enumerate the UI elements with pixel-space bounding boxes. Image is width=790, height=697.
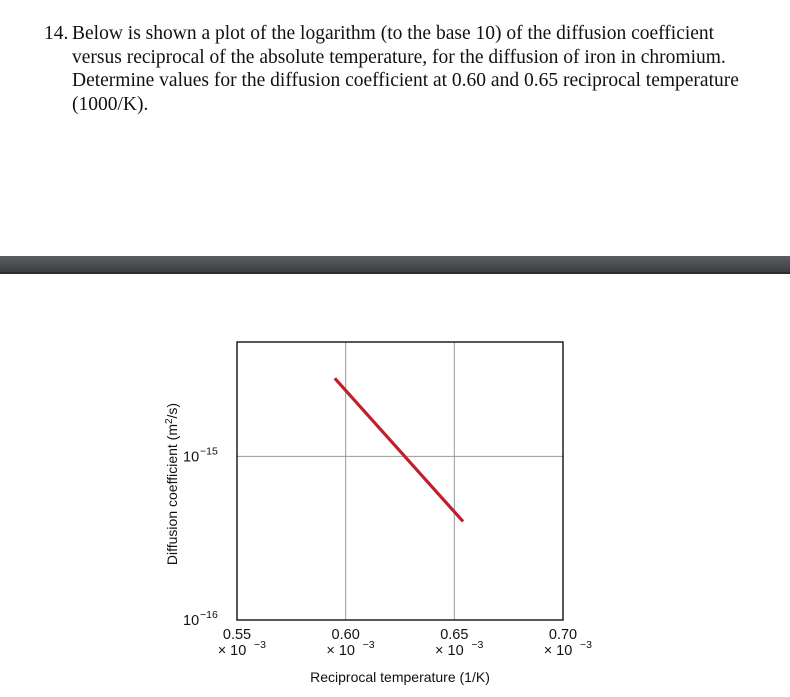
x-tick-label: 0.60: [332, 627, 360, 643]
x-tick-label: 0.70: [549, 627, 577, 643]
x-tick-exponent: −3: [254, 639, 266, 651]
chart-series: [333, 377, 465, 523]
x-tick-exponent: −3: [471, 639, 483, 651]
x-tick-multiplier: × 10: [544, 643, 573, 659]
question-number: 14.: [44, 23, 69, 44]
x-tick-label: 0.55: [223, 627, 251, 643]
chart-grid: [237, 342, 563, 620]
plot-frame: [236, 341, 564, 621]
x-tick-multiplier: × 10: [326, 643, 355, 659]
x-tick-multiplier: × 10: [218, 643, 247, 659]
question-body: Below is shown a plot of the logarithm (…: [72, 23, 739, 115]
y-tick-base: 10: [183, 449, 199, 465]
x-tick-label: 0.65: [440, 627, 468, 643]
series-line: [333, 377, 465, 523]
y-tick-base: 10: [183, 613, 199, 629]
y-axis-label: Diffusion coefficient (m2/s): [164, 403, 181, 565]
y-tick-exponent: −16: [200, 609, 218, 621]
x-tick-multiplier: × 10: [435, 643, 464, 659]
question-text-block: 14. Below is shown a plot of the logarit…: [44, 22, 764, 116]
x-tick-exponent: −3: [580, 639, 592, 651]
section-divider-bar: [0, 256, 790, 274]
y-tick-exponent: −15: [200, 445, 218, 457]
x-tick-exponent: −3: [363, 639, 375, 651]
diffusion-chart: 0.55× 10 −30.60× 10 −30.65× 10 −30.70× 10 −3…: [164, 341, 592, 685]
x-axis-label: Reciprocal temperature (1/K): [310, 669, 490, 685]
chart-ticks: 0.55× 10 −30.60× 10 −30.65× 10 −30.70× 10 −3…: [183, 445, 592, 659]
